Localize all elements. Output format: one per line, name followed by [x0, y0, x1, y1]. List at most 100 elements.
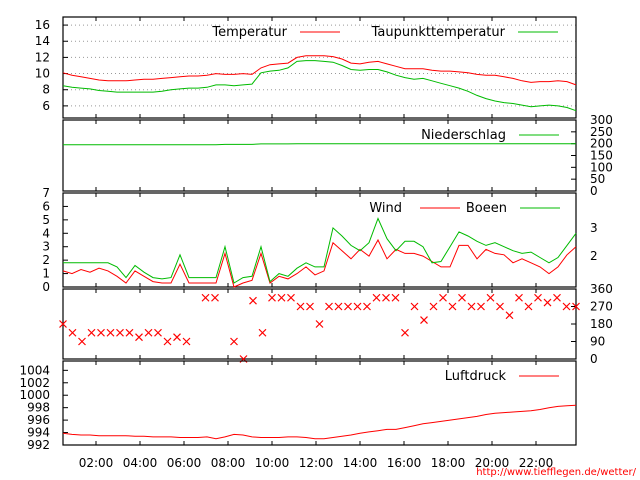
y-tick-label: 0	[590, 352, 598, 366]
x-tick-label: 12:00	[299, 456, 334, 470]
y-tick-label: 0	[42, 280, 50, 294]
y-tick-label: 16	[35, 18, 50, 32]
wind-direction-point	[154, 328, 162, 337]
y-tick-label: 4	[42, 226, 50, 240]
wind-direction-point	[325, 302, 333, 311]
series-niederschlag	[63, 143, 576, 146]
wind-direction-point	[486, 293, 495, 302]
wind-direction-point	[249, 296, 257, 305]
y-tick-label: 8	[42, 83, 50, 97]
wind-direction-point	[496, 302, 504, 311]
panel-frame	[62, 192, 577, 288]
x-tick-label: 14:00	[343, 456, 378, 470]
wind-direction-point	[306, 302, 314, 311]
y-tick-label: 5	[42, 213, 50, 227]
wind-direction-point	[268, 293, 276, 302]
wind-direction-point	[363, 302, 371, 311]
x-axis: 02:00 04:00 06:00 08:00 10:00 12:00 14:00 16:00…	[79, 17, 554, 470]
x-tick-label: 06:00	[167, 456, 202, 470]
y-tick-label: 12	[35, 50, 50, 64]
y-tick-label: 0	[590, 184, 598, 198]
wind-direction-point	[477, 302, 485, 311]
y-tick-label: 992	[27, 438, 50, 452]
wind-direction-point	[543, 298, 552, 307]
panel-frame	[62, 16, 577, 119]
wind-direction-point	[534, 293, 542, 302]
y-tick-label: 3	[42, 240, 50, 254]
wind-direction-point	[173, 333, 181, 342]
wind-direction-point	[87, 328, 96, 337]
wind-direction-point	[334, 302, 343, 311]
y-tick-label: 6	[42, 199, 50, 213]
wind-direction-point	[106, 328, 115, 337]
wind-direction-point	[287, 293, 295, 302]
x-tick-label: 18:00	[431, 456, 466, 470]
x-tick-label: 04:00	[123, 456, 158, 470]
wind-direction-point	[182, 337, 191, 346]
wind-direction-point	[125, 328, 134, 337]
series-wind	[62, 238, 577, 288]
wind-direction-point	[401, 328, 409, 337]
wind-direction-point	[467, 302, 476, 311]
y-tick-label: 10	[35, 67, 50, 81]
series-temperatur	[62, 55, 577, 86]
wind-direction-point	[97, 328, 105, 337]
wind-direction-point	[353, 302, 362, 311]
wind-direction-point	[429, 302, 438, 311]
wind-beaufort-label: 3	[590, 221, 598, 235]
y-tick-label: 7	[42, 186, 50, 200]
wind-direction-point	[410, 302, 419, 311]
wind-direction-point	[553, 293, 561, 302]
wind-direction-point	[211, 293, 219, 302]
wind-beaufort-label: 2	[590, 249, 598, 263]
wind-direction-point	[163, 337, 172, 346]
y-tick-label: 14	[35, 34, 50, 48]
y-tick-label: 250	[590, 125, 613, 139]
panel-1: 6 8 10 12 14 16 Temperatur Taupunkttemperatur	[35, 16, 577, 119]
wind-direction-point	[315, 320, 324, 328]
y-tick-label: 360	[590, 282, 613, 296]
y-tick-label: 200	[590, 137, 613, 151]
source-credit: http://www.tiefflegen.de/wetter/	[476, 467, 636, 478]
y-tick-label: 1002	[19, 376, 50, 390]
y-tick-label: 180	[590, 317, 613, 331]
wind-direction-point	[59, 320, 67, 328]
wind-direction-point	[420, 316, 428, 325]
panel-4: 0 90 180 270 360	[59, 282, 613, 366]
wind-direction-point	[372, 293, 381, 302]
wind-direction-point	[391, 293, 400, 302]
wind-direction-point	[201, 293, 210, 302]
legend-label: Temperatur	[211, 25, 287, 40]
wind-direction-point	[515, 293, 523, 302]
wind-direction-point	[524, 302, 533, 311]
y-tick-label: 270	[590, 300, 613, 314]
wind-direction-point	[116, 328, 124, 337]
legend-label: Luftdruck	[445, 369, 507, 384]
wind-direction-point	[562, 302, 571, 311]
y-tick-label: 1000	[19, 388, 50, 402]
legend-label: Boeen	[466, 201, 507, 216]
y-tick-label: 1004	[19, 363, 50, 377]
wind-direction-point	[68, 328, 77, 337]
wind-direction-point	[230, 337, 238, 346]
x-tick-label: 08:00	[211, 456, 246, 470]
y-tick-label: 1	[42, 267, 50, 281]
wind-direction-point	[458, 293, 466, 302]
x-tick-label: 22:00	[519, 456, 554, 470]
series-luftdruck	[62, 404, 577, 440]
y-tick-label: 100	[590, 160, 613, 174]
wind-direction-point	[448, 302, 457, 311]
wind-direction-point	[78, 337, 86, 346]
y-tick-label: 994	[27, 426, 50, 440]
wind-direction-point	[382, 293, 390, 302]
y-tick-label: 150	[590, 149, 613, 163]
legend-label: Niederschlag	[421, 128, 506, 143]
y-tick-label: 996	[27, 413, 50, 427]
wind-direction-point	[344, 302, 352, 311]
wind-direction-point	[144, 328, 153, 337]
x-tick-label: 20:00	[475, 456, 510, 470]
wind-direction-point	[296, 302, 305, 311]
